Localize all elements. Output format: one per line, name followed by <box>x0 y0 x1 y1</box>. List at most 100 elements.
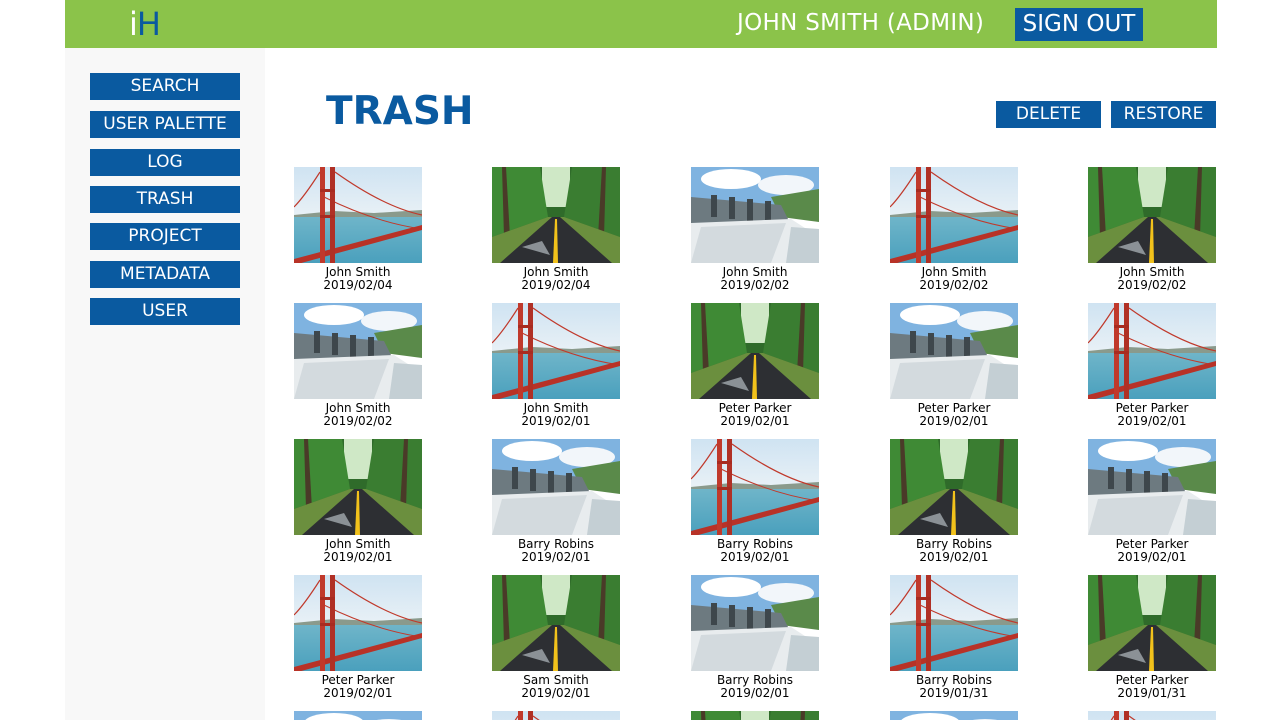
image-date: 2019/02/02 <box>919 278 989 292</box>
image-date: 2019/02/04 <box>323 278 393 292</box>
trash-image-tile[interactable]: John Smith 2019/02/02 <box>691 167 819 297</box>
image-date: 2019/02/04 <box>521 278 591 292</box>
trash-image-tile[interactable]: Barry Robins 2019/02/01 <box>691 575 819 705</box>
trash-image-tile[interactable]: John Smith 2019/02/02 <box>890 167 1018 297</box>
bridge-photo <box>294 575 422 671</box>
image-date: 2019/01/31 <box>1117 686 1187 700</box>
forest-road-photo <box>294 439 422 535</box>
logo-letter-i: i <box>129 5 138 43</box>
trash-image-tile[interactable] <box>691 711 819 720</box>
trash-image-tile[interactable]: John Smith 2019/02/04 <box>294 167 422 297</box>
app-window: iH JOHN SMITH (ADMIN) SIGN OUT SEARCH US… <box>65 0 1217 720</box>
trash-image-tile[interactable] <box>1088 711 1216 720</box>
trash-image-tile[interactable]: Barry Robins 2019/02/01 <box>890 439 1018 569</box>
image-owner-name: Peter Parker <box>917 401 991 415</box>
forest-road-photo <box>492 575 620 671</box>
trash-image-tile[interactable] <box>294 711 422 720</box>
bridge-photo <box>691 439 819 535</box>
image-owner-name: Peter Parker <box>1115 673 1189 687</box>
forest-road-photo <box>1088 167 1216 263</box>
trash-image-tile[interactable] <box>890 711 1018 720</box>
image-owner-name: Barry Robins <box>716 537 794 551</box>
trash-image-tile[interactable]: Peter Parker 2019/02/01 <box>1088 439 1216 569</box>
sidebar-item-trash[interactable]: TRASH <box>90 186 240 213</box>
image-owner-name: Peter Parker <box>321 673 395 687</box>
top-bar: iH JOHN SMITH (ADMIN) SIGN OUT <box>65 0 1217 48</box>
image-owner-name: John Smith <box>325 537 391 551</box>
trash-image-tile[interactable]: John Smith 2019/02/01 <box>492 303 620 433</box>
image-owner-name: Barry Robins <box>517 537 595 551</box>
image-date: 2019/02/02 <box>720 278 790 292</box>
trash-image-tile[interactable]: John Smith 2019/02/02 <box>1088 167 1216 297</box>
image-owner-name: John Smith <box>325 401 391 415</box>
bridge-photo <box>1088 711 1216 720</box>
sidebar: SEARCH USER PALETTE LOG TRASH PROJECT ME… <box>65 48 265 720</box>
forest-road-photo <box>1088 575 1216 671</box>
image-owner-name: Barry Robins <box>915 673 993 687</box>
dam-spillway-photo <box>691 575 819 671</box>
image-date: 2019/02/02 <box>323 414 393 428</box>
dam-spillway-photo <box>492 439 620 535</box>
image-date: 2019/02/01 <box>1117 414 1187 428</box>
trash-image-tile[interactable]: Sam Smith 2019/02/01 <box>492 575 620 705</box>
trash-image-tile[interactable]: Peter Parker 2019/02/01 <box>691 303 819 433</box>
bridge-photo <box>492 303 620 399</box>
sidebar-item-log[interactable]: LOG <box>90 149 240 176</box>
bridge-photo <box>890 575 1018 671</box>
image-date: 2019/02/01 <box>323 550 393 564</box>
delete-button[interactable]: DELETE <box>996 101 1101 128</box>
trash-image-tile[interactable]: Peter Parker 2019/02/01 <box>1088 303 1216 433</box>
image-date: 2019/02/01 <box>720 550 790 564</box>
image-owner-name: Peter Parker <box>1115 401 1189 415</box>
app-logo[interactable]: iH <box>129 5 161 43</box>
image-date: 2019/02/01 <box>720 414 790 428</box>
sign-out-button[interactable]: SIGN OUT <box>1015 8 1143 41</box>
dam-spillway-photo <box>294 711 422 720</box>
image-owner-name: John Smith <box>523 401 589 415</box>
trash-image-tile[interactable]: Peter Parker 2019/02/01 <box>294 575 422 705</box>
image-owner-name: Barry Robins <box>716 673 794 687</box>
dam-spillway-photo <box>890 303 1018 399</box>
image-owner-name: John Smith <box>1119 265 1185 279</box>
trash-image-tile[interactable]: Barry Robins 2019/02/01 <box>691 439 819 569</box>
dam-spillway-photo <box>1088 439 1216 535</box>
image-date: 2019/01/31 <box>919 686 989 700</box>
image-date: 2019/02/01 <box>720 686 790 700</box>
image-owner-name: John Smith <box>523 265 589 279</box>
image-date: 2019/02/01 <box>521 686 591 700</box>
image-date: 2019/02/01 <box>521 550 591 564</box>
current-user-label: JOHN SMITH (ADMIN) <box>737 10 985 36</box>
bridge-photo <box>294 167 422 263</box>
trash-image-tile[interactable]: Peter Parker 2019/02/01 <box>890 303 1018 433</box>
sidebar-item-search[interactable]: SEARCH <box>90 73 240 100</box>
bridge-photo <box>890 167 1018 263</box>
trash-image-tile[interactable]: Barry Robins 2019/02/01 <box>492 439 620 569</box>
image-date: 2019/02/01 <box>919 414 989 428</box>
image-date: 2019/02/01 <box>323 686 393 700</box>
image-date: 2019/02/02 <box>1117 278 1187 292</box>
trash-image-tile[interactable]: John Smith 2019/02/02 <box>294 303 422 433</box>
image-date: 2019/02/01 <box>1117 550 1187 564</box>
trash-image-tile[interactable]: Barry Robins 2019/01/31 <box>890 575 1018 705</box>
restore-button[interactable]: RESTORE <box>1111 101 1216 128</box>
trash-image-tile[interactable]: Peter Parker 2019/01/31 <box>1088 575 1216 705</box>
sidebar-item-user[interactable]: USER <box>90 298 240 325</box>
forest-road-photo <box>691 711 819 720</box>
forest-road-photo <box>492 167 620 263</box>
sidebar-item-metadata[interactable]: METADATA <box>90 261 240 288</box>
forest-road-photo <box>890 439 1018 535</box>
sidebar-item-project[interactable]: PROJECT <box>90 223 240 250</box>
bridge-photo <box>492 711 620 720</box>
trash-image-tile[interactable]: John Smith 2019/02/04 <box>492 167 620 297</box>
image-owner-name: Barry Robins <box>915 537 993 551</box>
image-owner-name: John Smith <box>921 265 987 279</box>
trash-image-tile[interactable]: John Smith 2019/02/01 <box>294 439 422 569</box>
image-owner-name: Peter Parker <box>1115 537 1189 551</box>
dam-spillway-photo <box>890 711 1018 720</box>
image-grid: John Smith 2019/02/04 John Smith 2019/02/04… <box>294 167 1217 720</box>
sidebar-item-user-palette[interactable]: USER PALETTE <box>90 111 240 138</box>
image-owner-name: John Smith <box>722 265 788 279</box>
trash-image-tile[interactable] <box>492 711 620 720</box>
image-owner-name: John Smith <box>325 265 391 279</box>
image-date: 2019/02/01 <box>521 414 591 428</box>
